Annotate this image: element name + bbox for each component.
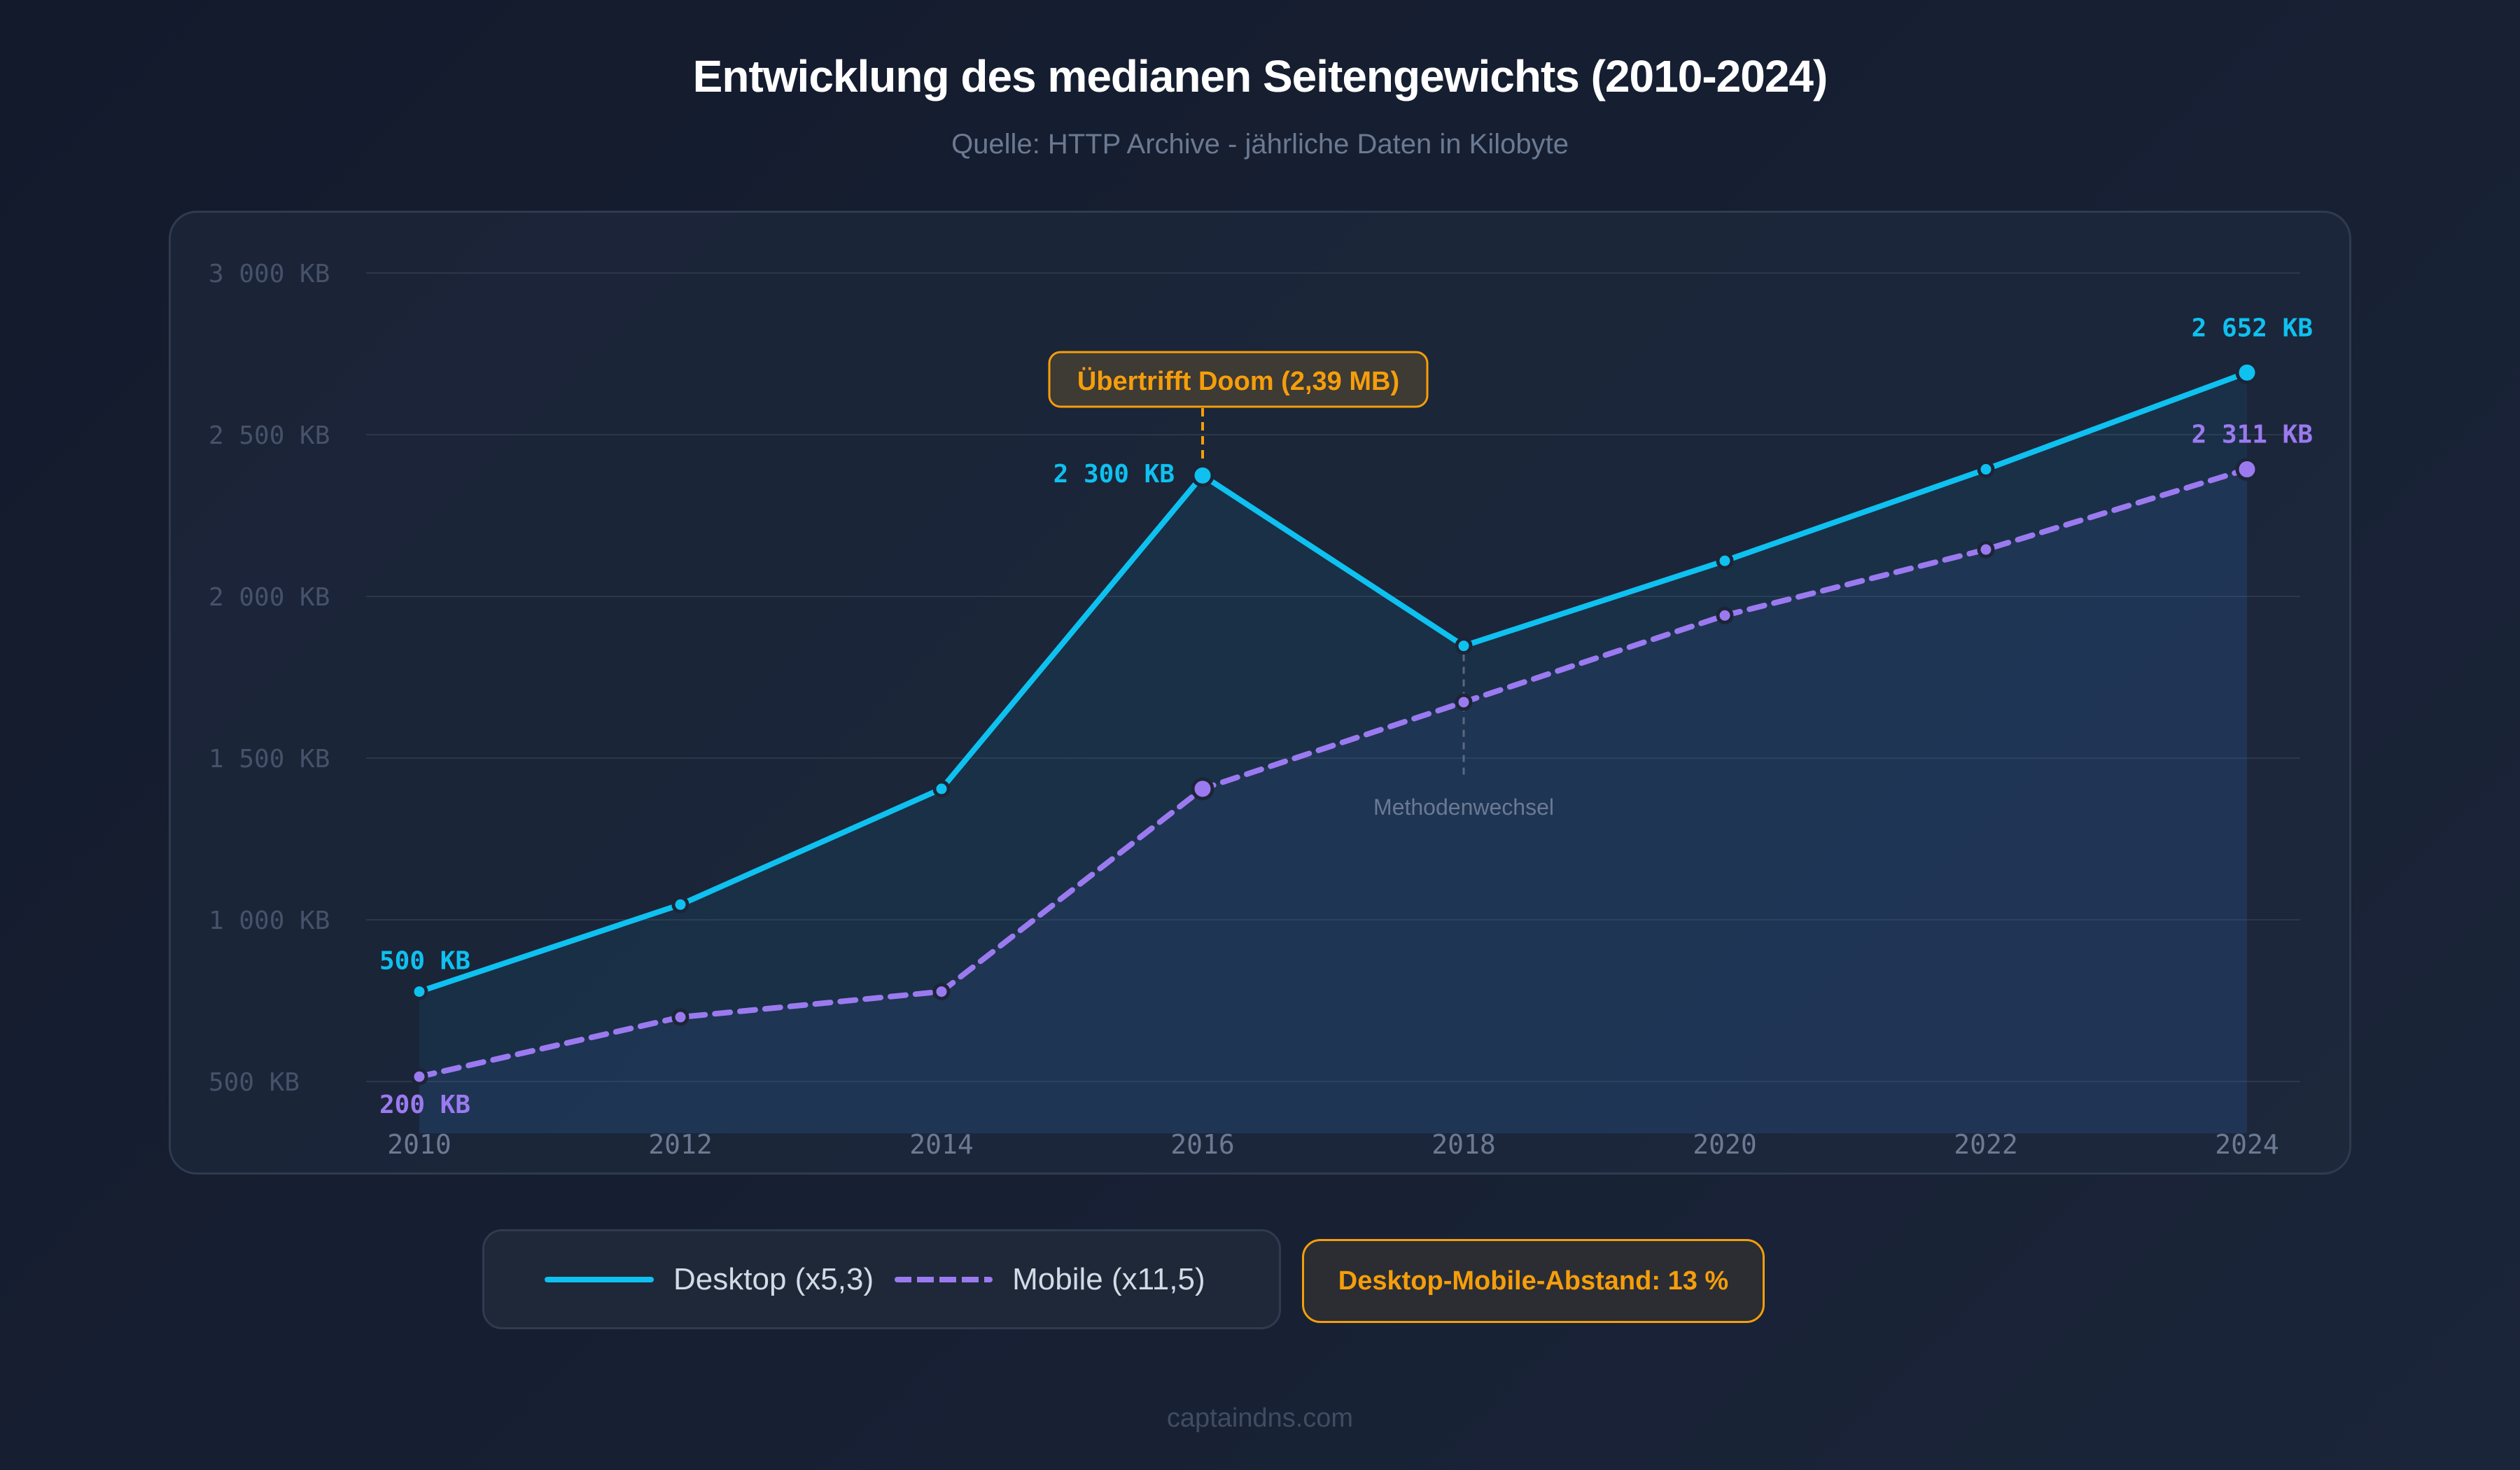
data-label: 500 KB xyxy=(379,947,470,976)
x-tick-label: 2018 xyxy=(1432,1129,1496,1160)
y-tick-label: 1 000 KB xyxy=(209,906,330,935)
data-point xyxy=(671,1008,690,1026)
data-point xyxy=(410,1068,428,1086)
data-point xyxy=(671,895,690,913)
data-label: 2 300 KB xyxy=(1054,460,1175,489)
annotation-text-doom: Übertrifft Doom (2,39 MB) xyxy=(1077,366,1399,396)
series-line-desktop xyxy=(416,370,2250,995)
data-label: 2 652 KB xyxy=(2192,314,2313,342)
data-point xyxy=(1977,460,1995,478)
data-point xyxy=(1716,552,1734,570)
annotation-text-method: Methodenwechsel xyxy=(1373,794,1554,820)
data-point xyxy=(2235,360,2259,384)
area-desktop xyxy=(419,372,2247,1133)
footer-credit: captaindns.com xyxy=(1166,1404,1354,1433)
data-point xyxy=(932,983,951,1001)
area-mobile xyxy=(419,469,2247,1133)
data-label: 2 311 KB xyxy=(2192,420,2313,449)
data-label: 200 KB xyxy=(379,1091,470,1119)
x-tick-label: 2010 xyxy=(387,1129,451,1160)
series-line-mobile xyxy=(416,466,2250,1080)
x-tick-label: 2016 xyxy=(1170,1129,1235,1160)
x-tick-label: 2022 xyxy=(1954,1129,2018,1160)
legend: Desktop (x5,3) Mobile (x11,5) xyxy=(482,1229,1281,1329)
y-tick-label: 2 000 KB xyxy=(209,583,330,612)
data-point xyxy=(932,780,951,798)
gap-badge: Desktop-Mobile-Abstand: 13 % xyxy=(1302,1239,1765,1323)
data-point xyxy=(1455,637,1473,655)
legend-item-mobile: Mobile (x11,5) xyxy=(895,1262,1205,1297)
data-point xyxy=(2235,457,2259,481)
y-tick-label: 1 500 KB xyxy=(209,745,330,774)
legend-swatch-mobile xyxy=(895,1276,993,1282)
chart-title: Entwicklung des medianen Seitengewichts … xyxy=(692,51,1828,102)
data-point xyxy=(1455,693,1473,711)
legend-label-desktop: Desktop (x5,3) xyxy=(673,1261,874,1296)
x-tick-label: 2014 xyxy=(909,1129,974,1160)
y-tick-label: 3 000 KB xyxy=(209,260,330,288)
legend-swatch-desktop xyxy=(545,1276,654,1282)
annotation-box-doom xyxy=(1048,351,1429,408)
data-point xyxy=(410,983,428,1001)
data-point xyxy=(1191,777,1214,801)
data-point xyxy=(1716,606,1734,624)
legend-label-mobile: Mobile (x11,5) xyxy=(1012,1261,1205,1296)
y-tick-label: 2 500 KB xyxy=(209,421,330,450)
y-tick-label: 500 KB xyxy=(209,1068,300,1097)
x-tick-label: 2012 xyxy=(648,1129,713,1160)
x-tick-label: 2024 xyxy=(2215,1129,2279,1160)
data-point xyxy=(1191,463,1214,487)
data-point xyxy=(1977,540,1995,559)
chart-subtitle: Quelle: HTTP Archive - jährliche Daten i… xyxy=(951,129,1569,160)
legend-item-desktop: Desktop (x5,3) xyxy=(545,1262,874,1297)
x-tick-label: 2020 xyxy=(1693,1129,1757,1160)
